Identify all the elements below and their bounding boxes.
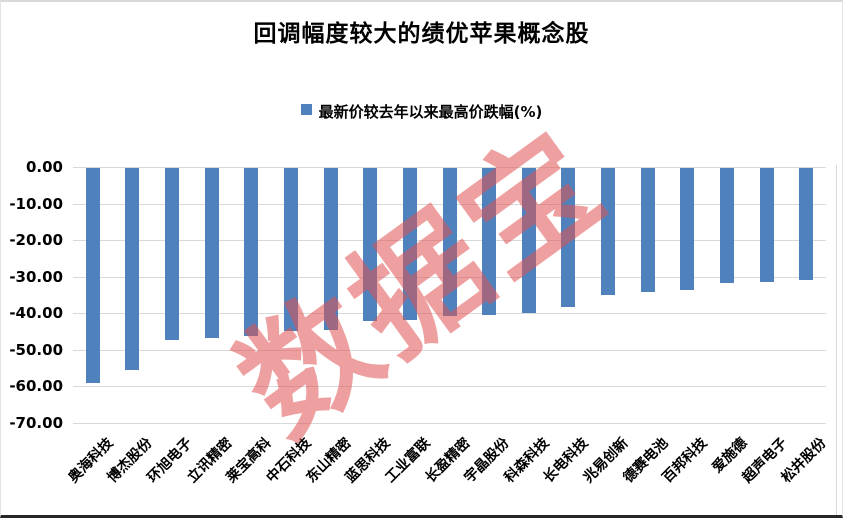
gridline bbox=[73, 167, 826, 168]
bar-奥海科技 bbox=[85, 168, 100, 383]
bar-宇晶股份 bbox=[482, 168, 497, 316]
bar-莱宝高科 bbox=[244, 168, 259, 337]
y-tick-label: -10.00 bbox=[9, 194, 63, 213]
y-tick-label: -60.00 bbox=[9, 377, 63, 396]
y-tick-label: -50.00 bbox=[9, 340, 63, 359]
y-tick-label: -30.00 bbox=[9, 267, 63, 286]
y-tick-label: -70.00 bbox=[9, 414, 63, 432]
bar-爱施德 bbox=[719, 168, 734, 283]
gridline bbox=[73, 386, 826, 388]
bar-超声电子 bbox=[759, 168, 774, 283]
y-tick-label: -20.00 bbox=[9, 231, 63, 250]
bar-科森科技 bbox=[521, 168, 536, 313]
bar-工业富联 bbox=[402, 168, 417, 321]
bar-德赛电池 bbox=[640, 168, 655, 292]
x-axis-labels: 奥海科技 博杰股份 环旭电子 立讯精密 莱宝高科 中石科技 东山精密 蓝思科技 工业富联 长盈精密… bbox=[1, 433, 842, 515]
bar-立讯精密 bbox=[204, 168, 219, 338]
plot-area bbox=[73, 167, 826, 424]
legend-label: 最新价较去年以来最高价跌幅(%) bbox=[318, 103, 543, 121]
legend: 最新价较去年以来最高价跌幅(%) bbox=[1, 101, 842, 122]
chart-title: 回调幅度较大的绩优苹果概念股 bbox=[253, 21, 590, 47]
bar-长盈精密 bbox=[442, 168, 457, 316]
gridline bbox=[73, 349, 826, 351]
bar-东山精密 bbox=[323, 168, 338, 331]
bar-蓝思科技 bbox=[363, 168, 378, 321]
bar-中石科技 bbox=[283, 168, 298, 332]
bar-博杰股份 bbox=[125, 168, 140, 371]
plot-right-border bbox=[836, 165, 837, 515]
bar-长电科技 bbox=[561, 168, 576, 307]
bar-百邦科技 bbox=[680, 168, 695, 290]
legend-marker-icon bbox=[300, 104, 312, 115]
y-tick-label: 0.00 bbox=[25, 158, 63, 176]
bar-兆易创新 bbox=[601, 168, 616, 295]
bar-环旭电子 bbox=[165, 168, 180, 340]
y-tick-label: -40.00 bbox=[9, 304, 63, 323]
bar-松井股份 bbox=[799, 168, 814, 280]
gridline bbox=[73, 423, 826, 424]
